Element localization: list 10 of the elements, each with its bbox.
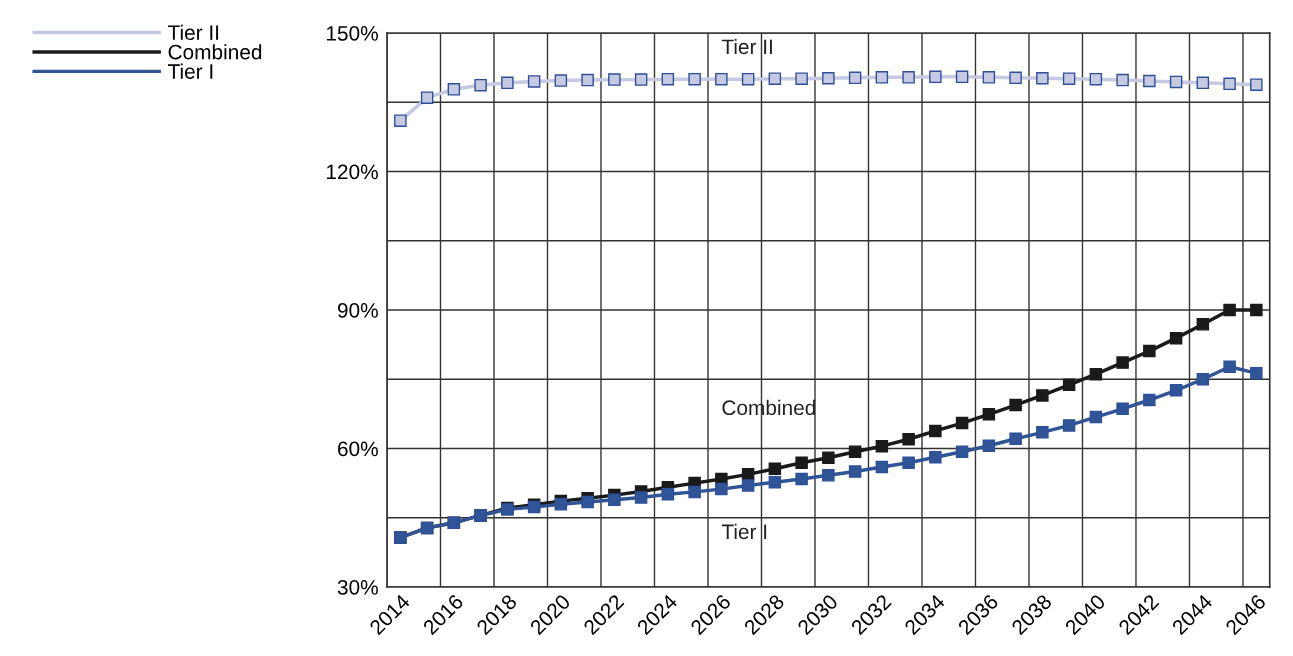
y-tick-label: 30% bbox=[337, 579, 378, 595]
text: Tier II bbox=[168, 24, 219, 41]
y-tick-label: 150% bbox=[326, 26, 378, 41]
series-label: Tier II bbox=[721, 38, 772, 55]
text: Tier I bbox=[168, 63, 213, 79]
y-tick-label: 90% bbox=[337, 302, 378, 318]
y-tick-label: 120% bbox=[326, 164, 378, 180]
series-label: Tier I bbox=[721, 523, 767, 540]
text: Combined bbox=[168, 44, 262, 60]
y-tick-label: 60% bbox=[338, 441, 378, 457]
